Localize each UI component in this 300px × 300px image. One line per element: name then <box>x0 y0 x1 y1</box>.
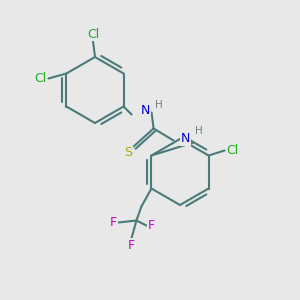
Text: N: N <box>181 132 190 145</box>
Text: N: N <box>141 104 150 117</box>
Text: H: H <box>155 100 163 110</box>
Text: Cl: Cl <box>34 72 46 85</box>
Text: S: S <box>124 146 133 159</box>
Text: F: F <box>110 216 117 229</box>
Text: Cl: Cl <box>226 144 239 157</box>
Text: F: F <box>128 239 135 252</box>
Text: F: F <box>148 219 155 232</box>
Text: Cl: Cl <box>87 28 99 40</box>
Text: H: H <box>195 125 203 136</box>
